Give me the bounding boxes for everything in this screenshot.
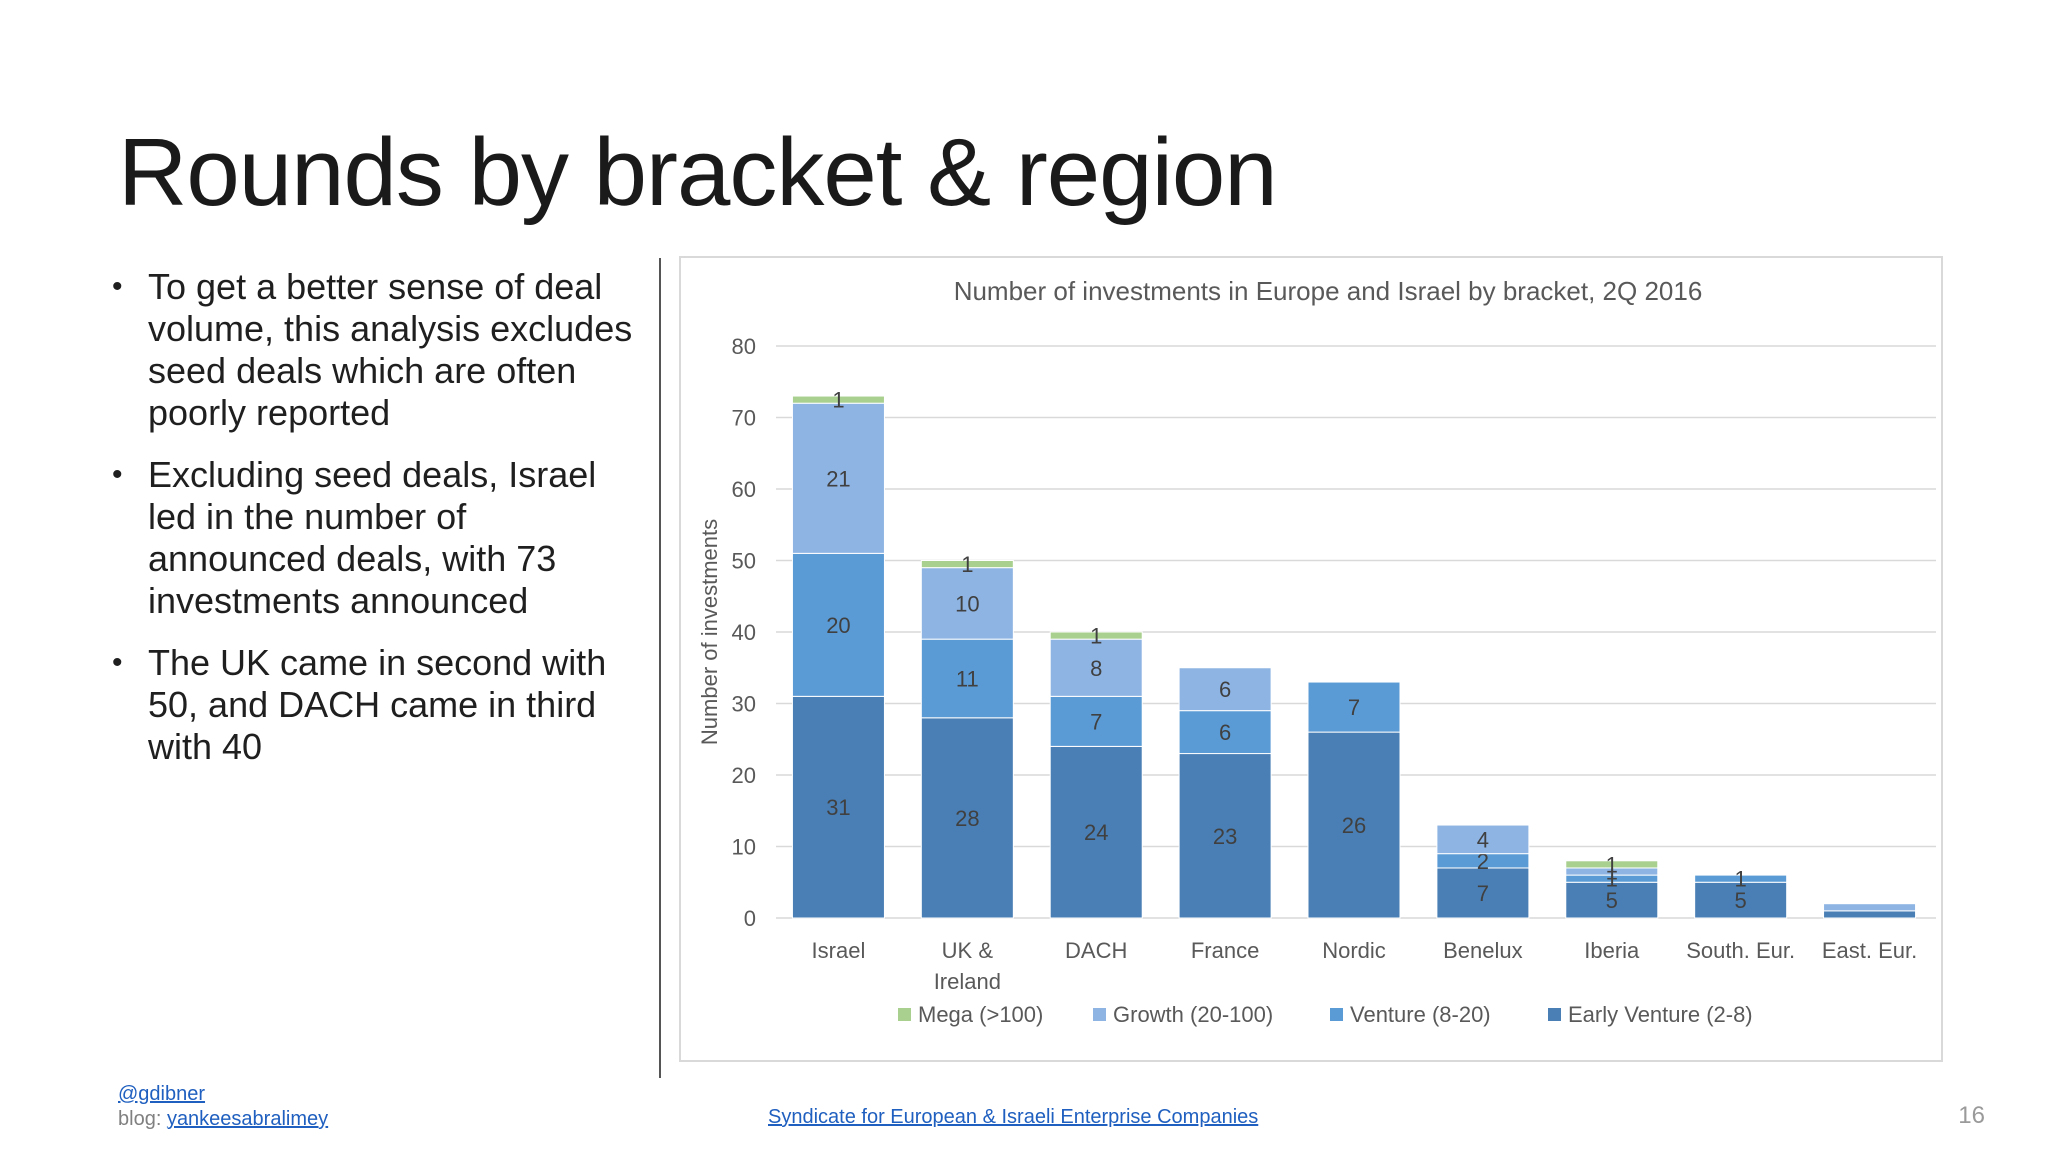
bullet-text: To get a better sense of deal volume, th… xyxy=(148,266,633,433)
data-label: 28 xyxy=(955,806,979,831)
legend-label: Venture (8-20) xyxy=(1350,1002,1491,1027)
y-tick-label: 30 xyxy=(732,692,756,717)
bar-segment-early xyxy=(920,717,1014,919)
slide-title: Rounds by bracket & region xyxy=(118,119,1278,226)
data-label: 5 xyxy=(1606,888,1618,913)
x-tick-label: Israel xyxy=(812,938,866,963)
data-label: 4 xyxy=(1477,827,1489,852)
bar-segment-venture xyxy=(1049,695,1143,747)
data-label: 10 xyxy=(955,591,979,616)
twitter-handle-link[interactable]: @gdibner xyxy=(118,1083,206,1105)
bar-segment-early xyxy=(1307,731,1401,919)
bar-segment-early xyxy=(791,695,885,919)
legend-label: Mega (>100) xyxy=(918,1002,1043,1027)
y-tick-label: 10 xyxy=(732,835,756,860)
bullet-text: The UK came in second with 50, and DACH … xyxy=(148,642,607,767)
bar-segment-growth xyxy=(1178,667,1272,712)
bullet-item: • The UK came in second with 50, and DACH… xyxy=(110,642,650,768)
data-label: 2 xyxy=(1477,849,1489,874)
bar-segment-mega xyxy=(791,395,885,404)
data-label: 20 xyxy=(826,613,850,638)
bar-segment-venture xyxy=(1307,681,1401,733)
bullet-list: • To get a better sense of deal volume, t… xyxy=(110,266,650,788)
bar-segment-venture xyxy=(920,638,1014,719)
bar-segment-growth xyxy=(920,567,1014,640)
blog-line: blog: yankeesabralimey xyxy=(118,1108,328,1131)
syndicate-link[interactable]: Syndicate for European & Israeli Enterpr… xyxy=(768,1106,1259,1128)
data-label: 1 xyxy=(832,388,844,413)
data-label: 5 xyxy=(1735,888,1747,913)
data-label: 23 xyxy=(1213,824,1237,849)
bar-segment-early xyxy=(1178,753,1272,919)
chart-frame: Number of investments in Europe and Isra… xyxy=(679,256,1943,1062)
y-tick-label: 80 xyxy=(732,334,756,359)
data-label: 6 xyxy=(1219,677,1231,702)
x-tick-label: Nordic xyxy=(1322,938,1386,963)
bar-segment-early xyxy=(1436,867,1530,919)
x-tick-label: France xyxy=(1191,938,1259,963)
y-tick-label: 0 xyxy=(744,906,756,931)
bullet-item: • To get a better sense of deal volume, t… xyxy=(110,266,650,434)
data-label: 24 xyxy=(1084,820,1108,845)
legend-swatch-venture xyxy=(1330,1008,1343,1021)
bullet-dot-icon: • xyxy=(112,646,123,679)
bar-segment-early xyxy=(1823,910,1917,919)
legend-swatch-growth xyxy=(1093,1008,1106,1021)
bar-segment-growth xyxy=(791,402,885,554)
bar-segment-mega xyxy=(920,560,1014,569)
y-axis-label: Number of investments xyxy=(697,519,722,745)
bullet-dot-icon: • xyxy=(112,270,123,303)
y-tick-label: 50 xyxy=(732,549,756,574)
bar-segment-growth xyxy=(1049,638,1143,697)
data-label: 7 xyxy=(1477,881,1489,906)
legend-label: Growth (20-100) xyxy=(1113,1002,1273,1027)
data-label: 21 xyxy=(826,466,850,491)
data-label: 26 xyxy=(1342,813,1366,838)
bullet-text: Excluding seed deals, Israel led in the … xyxy=(148,454,597,621)
y-tick-label: 60 xyxy=(732,477,756,502)
x-tick-label: Iberia xyxy=(1584,938,1640,963)
data-label: 1 xyxy=(1735,867,1747,892)
data-label: 1 xyxy=(1090,624,1102,649)
y-tick-label: 70 xyxy=(732,406,756,431)
x-tick-label: Ireland xyxy=(934,969,1001,994)
bar-segment-mega xyxy=(1049,631,1143,640)
legend-swatch-mega xyxy=(898,1008,911,1021)
x-tick-label: East. Eur. xyxy=(1822,938,1917,963)
chart-title: Number of investments in Europe and Isra… xyxy=(954,276,1703,306)
x-tick-label: UK & xyxy=(942,938,994,963)
data-label: 7 xyxy=(1090,709,1102,734)
data-label: 1 xyxy=(961,552,973,577)
bar-segment-growth xyxy=(1823,903,1917,912)
bar-segment-venture xyxy=(791,552,885,697)
page-number: 16 xyxy=(1958,1102,1985,1129)
x-tick-label: DACH xyxy=(1065,938,1127,963)
data-label: 7 xyxy=(1348,695,1360,720)
y-tick-label: 20 xyxy=(732,763,756,788)
stacked-bar-chart: Number of investments in Europe and Isra… xyxy=(697,276,1936,1027)
bar-segment-growth xyxy=(1436,824,1530,855)
bullet-dot-icon: • xyxy=(112,458,123,491)
bar-segment-venture xyxy=(1694,874,1788,883)
bar-segment-mega xyxy=(1565,860,1659,869)
data-label: 31 xyxy=(826,795,850,820)
bullet-item: • Excluding seed deals, Israel led in the… xyxy=(110,454,650,622)
blog-link[interactable]: yankeesabralimey xyxy=(166,1108,329,1130)
bar-segment-venture xyxy=(1178,710,1272,755)
x-tick-label: South. Eur. xyxy=(1686,938,1795,963)
x-tick-label: Benelux xyxy=(1443,938,1523,963)
blog-prefix: blog: xyxy=(118,1108,167,1130)
bar-segment-early xyxy=(1049,745,1143,919)
data-label: 1 xyxy=(1606,852,1618,877)
data-label: 11 xyxy=(956,666,979,691)
data-label: 6 xyxy=(1219,720,1231,745)
data-label: 8 xyxy=(1090,656,1102,681)
legend-label: Early Venture (2-8) xyxy=(1568,1002,1753,1027)
legend-swatch-early xyxy=(1548,1008,1561,1021)
y-tick-label: 40 xyxy=(732,620,756,645)
divider-line xyxy=(659,258,661,1078)
